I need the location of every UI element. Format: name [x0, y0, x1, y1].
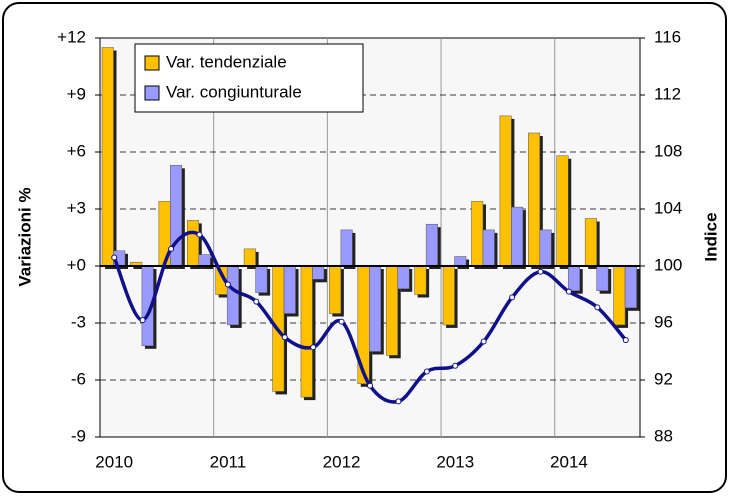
index-point: [565, 288, 572, 295]
index-point: [224, 281, 231, 288]
index-point: [281, 334, 288, 341]
bar: [329, 265, 342, 314]
bar: [300, 265, 313, 398]
y-tick-label: -3: [71, 312, 86, 331]
index-point: [367, 382, 373, 389]
y2-axis-label: Indice: [701, 212, 720, 261]
bar: [539, 229, 552, 267]
bar: [584, 218, 597, 267]
legend-label: Var. tendenziale: [166, 52, 287, 71]
bar: [340, 229, 353, 267]
y2-tick-label: 96: [654, 312, 673, 331]
y-tick-label: +3: [67, 198, 86, 217]
bar: [471, 201, 484, 267]
bar: [397, 265, 410, 290]
x-tick-label: 2011: [210, 452, 247, 471]
bar: [454, 256, 467, 267]
index-point: [537, 268, 544, 275]
index-point: [622, 337, 629, 344]
index-point: [594, 304, 601, 311]
bar: [255, 265, 268, 293]
legend: [134, 43, 364, 113]
y2-tick-label: 100: [654, 255, 682, 274]
y2-tick-label: 112: [654, 84, 681, 103]
legend-swatch: [144, 55, 160, 71]
bar: [482, 229, 495, 267]
index-point: [395, 398, 402, 405]
bar: [425, 223, 438, 267]
bar: [442, 265, 455, 326]
bar: [596, 265, 609, 291]
y-tick-label: +12: [57, 27, 86, 46]
y2-tick-label: 116: [654, 27, 681, 46]
legend-swatch: [144, 85, 160, 101]
bar: [414, 265, 427, 295]
bar: [385, 265, 398, 356]
bar: [187, 220, 200, 267]
y-tick-label: +6: [67, 141, 86, 160]
bar: [567, 265, 580, 291]
legend-label: Var. congiunturale: [166, 82, 302, 101]
index-point: [196, 231, 203, 238]
index-point: [452, 362, 459, 369]
y-tick-label: -6: [71, 369, 86, 388]
index-point: [139, 317, 146, 324]
bar: [624, 265, 637, 309]
bar: [613, 265, 626, 326]
x-tick-label: 2010: [95, 452, 133, 471]
x-tick-label: 2013: [436, 452, 474, 471]
index-point: [310, 344, 317, 351]
x-tick-label: 2014: [550, 452, 588, 471]
index-point: [423, 368, 430, 375]
bar-shadow: [133, 265, 145, 269]
bar: [243, 248, 256, 267]
x-tick-label: 2012: [323, 452, 361, 471]
bar: [283, 265, 296, 314]
y2-tick-label: 108: [654, 141, 682, 160]
y2-tick-label: 104: [654, 198, 682, 217]
bar: [226, 265, 239, 326]
bar: [312, 265, 325, 280]
bar: [499, 115, 512, 267]
bar: [528, 132, 541, 267]
bar: [556, 155, 569, 267]
y-tick-label: +0: [67, 255, 86, 274]
index-point: [338, 318, 345, 325]
bar: [511, 206, 524, 267]
index-point: [480, 338, 487, 345]
bar: [101, 47, 114, 267]
index-point: [509, 294, 516, 301]
y2-tick-label: 88: [654, 426, 673, 445]
y-axis-label: Variazioni %: [15, 187, 34, 286]
index-point: [253, 298, 260, 305]
bar: [369, 265, 382, 352]
y2-tick-label: 92: [654, 369, 673, 388]
y-tick-label: +9: [67, 84, 86, 103]
y-tick-label: -9: [71, 426, 86, 445]
index-point: [111, 254, 118, 261]
bar: [198, 254, 211, 267]
index-point: [168, 245, 175, 252]
